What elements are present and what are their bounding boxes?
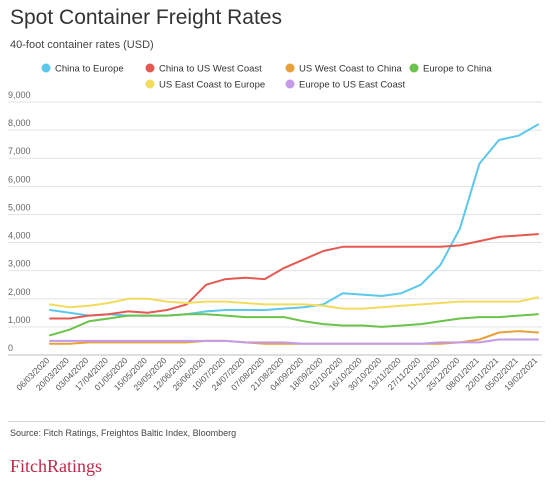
legend-swatch [285, 63, 295, 73]
legend-label: US East Coast to Europe [159, 80, 265, 91]
logo-part-fitch: Fitch [10, 456, 48, 476]
series-line [49, 338, 539, 345]
legend-swatch [285, 79, 295, 89]
y-tick-label: 5,000 [8, 202, 31, 212]
y-tick-label: 9,000 [8, 90, 31, 100]
legend-swatch [41, 63, 51, 73]
y-tick-label: 3,000 [8, 259, 31, 269]
chart-subtitle: 40-foot container rates (USD) [10, 39, 154, 51]
y-tick-label: 1,000 [8, 315, 31, 325]
y-tick-label: 8,000 [8, 118, 31, 128]
legend-label: Europe to US East Coast [299, 80, 405, 91]
legend-label: US West Coast to China [299, 64, 403, 75]
y-tick-label: 0 [8, 343, 13, 353]
source-note: Source: Fitch Ratings, Freightos Baltic … [10, 428, 237, 438]
series-line [49, 313, 539, 337]
y-tick-label: 7,000 [8, 146, 31, 156]
logo-part-ratings: Ratings [47, 456, 103, 476]
series-line [49, 123, 539, 317]
series-line [49, 233, 539, 320]
series-line [49, 296, 539, 310]
chart-title: Spot Container Freight Rates [10, 6, 282, 29]
y-tick-label: 2,000 [8, 287, 31, 297]
legend-label: China to Europe [55, 64, 124, 75]
fitch-ratings-logo: FitchRatings [10, 456, 102, 477]
y-tick-label: 4,000 [8, 231, 31, 241]
y-tick-label: 6,000 [8, 174, 31, 184]
legend-label: China to US West Coast [159, 64, 262, 75]
legend-swatch [145, 79, 155, 89]
legend-label: Europe to China [423, 64, 492, 75]
footer-divider [8, 421, 545, 422]
legend-swatch [409, 63, 419, 73]
legend-swatch [145, 63, 155, 73]
